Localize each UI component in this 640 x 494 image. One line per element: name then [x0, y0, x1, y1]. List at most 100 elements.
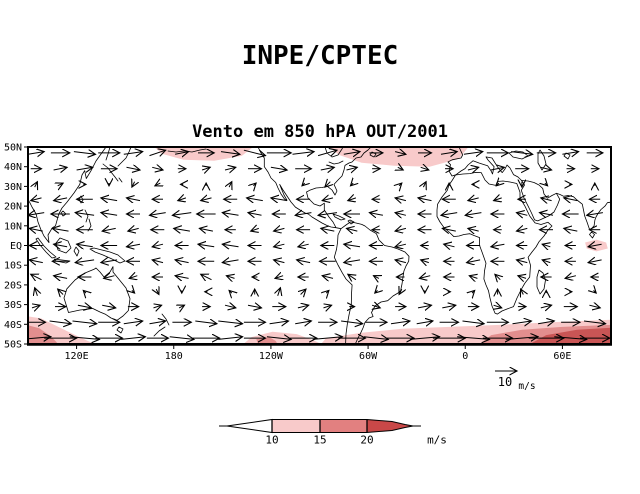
wind-vector	[564, 198, 578, 201]
wind-vector	[224, 305, 236, 308]
wind-vector	[541, 198, 552, 201]
wind-vector	[351, 183, 354, 186]
shaded-region-south-indian-core	[530, 327, 611, 344]
wind-vector	[469, 276, 477, 279]
wind-vector	[421, 260, 429, 263]
lat-tick-label: 50N	[4, 143, 22, 154]
lat-tick-label: 20S	[4, 280, 22, 291]
colorbar-tick-label: 20	[360, 434, 373, 447]
wind-vector	[69, 337, 100, 340]
wind-vector	[101, 198, 118, 201]
lat-tick-label: 10N	[4, 221, 22, 232]
wind-vector	[58, 183, 63, 186]
wind-vector	[270, 167, 287, 170]
wind-vector	[409, 337, 440, 340]
wind-vector	[517, 260, 528, 263]
wind-vector	[594, 290, 597, 293]
wind-vector	[172, 213, 192, 216]
wind-vector	[127, 244, 141, 247]
wind-vector	[418, 198, 432, 201]
wind-vector	[372, 305, 380, 308]
wind-vector	[395, 228, 407, 231]
reference-value: 10	[498, 375, 512, 389]
wind-vector	[28, 152, 44, 155]
wind-vector	[274, 260, 285, 263]
wind-vector	[518, 276, 526, 279]
wind-vector	[442, 305, 456, 308]
chart-subtitle: Vento em 850 hPA OUT/2001	[192, 122, 448, 142]
wind-vector	[274, 244, 285, 247]
wind-vector	[467, 260, 481, 263]
wind-vector	[53, 167, 68, 170]
wind-vector	[341, 321, 363, 324]
wind-vector	[344, 244, 361, 247]
wind-vector	[318, 213, 338, 216]
wind-vector	[175, 276, 189, 279]
wind-vector	[423, 182, 426, 187]
wind-vector	[441, 213, 458, 216]
wind-vector	[297, 260, 311, 263]
wind-vector	[395, 260, 407, 263]
wind-vector	[540, 213, 554, 216]
wind-vector	[297, 305, 309, 308]
wind-vector	[29, 228, 43, 231]
wind-vector	[465, 213, 482, 216]
wind-vector	[394, 152, 406, 155]
colorbar-segment-10-15	[271, 419, 321, 433]
wind-vector	[440, 152, 457, 155]
wind-vector-layer	[28, 150, 610, 340]
colorbar-segment-above-20	[366, 418, 414, 434]
wind-vector	[77, 305, 92, 308]
lat-tick-label: 30N	[4, 182, 22, 193]
axes: 50N 40N 30N 20N 10N EQ 10S 20S 30S 40S 50S 120E 180 1…	[4, 143, 572, 363]
wind-vector	[292, 152, 315, 155]
wind-vector	[494, 305, 502, 308]
colorbar-segment-15-20	[319, 419, 368, 433]
wind-vector	[156, 289, 159, 294]
wind-vector	[201, 274, 212, 279]
wind-vector	[76, 167, 93, 170]
wind-vector	[49, 321, 72, 324]
wind-vector	[542, 244, 550, 247]
lat-tick-label: 10S	[4, 261, 22, 272]
wind-vector	[348, 274, 356, 279]
wind-vector	[275, 276, 283, 279]
wind-vector	[374, 276, 379, 279]
wind-vector	[302, 183, 305, 186]
wind-vector	[77, 244, 93, 247]
wind-vector	[175, 260, 189, 263]
wind-vector	[540, 167, 552, 170]
wind-vector	[149, 321, 166, 324]
wind-vector	[505, 337, 538, 340]
wind-vector	[347, 228, 358, 231]
wind-vector	[325, 182, 330, 187]
reference-vector: 10 m/s	[495, 371, 536, 392]
shaded-region-north-pacific	[154, 147, 254, 161]
shaded-region-north-america-atlantic	[329, 147, 469, 167]
colorbar-tick-label: 10	[265, 434, 278, 447]
wind-vector	[320, 167, 335, 170]
wind-vector	[222, 260, 239, 263]
lon-tick-label: 120W	[259, 351, 284, 362]
wind-vector	[545, 183, 548, 186]
colorbar-units: m/s	[427, 434, 447, 447]
colorbar-tick-label: 15	[313, 434, 326, 447]
wind-vector	[75, 260, 95, 263]
wind-vector	[295, 213, 312, 216]
wind-vector	[152, 260, 164, 263]
wind-vector	[491, 244, 505, 247]
wind-vector	[54, 276, 68, 279]
wind-vector	[444, 244, 455, 247]
lon-tick-label: 60W	[359, 351, 378, 362]
wind-vector	[169, 337, 194, 340]
coastline-europe-africa	[436, 147, 571, 315]
lat-tick-label: 30S	[4, 300, 22, 311]
wind-vector	[75, 213, 95, 216]
wind-vector	[398, 167, 403, 170]
wind-vector	[224, 167, 236, 170]
wind-vector	[218, 337, 242, 340]
wind-vector	[399, 183, 402, 186]
wind-vector	[395, 198, 407, 201]
wind-vector	[126, 167, 141, 170]
wind-vector	[29, 260, 43, 263]
